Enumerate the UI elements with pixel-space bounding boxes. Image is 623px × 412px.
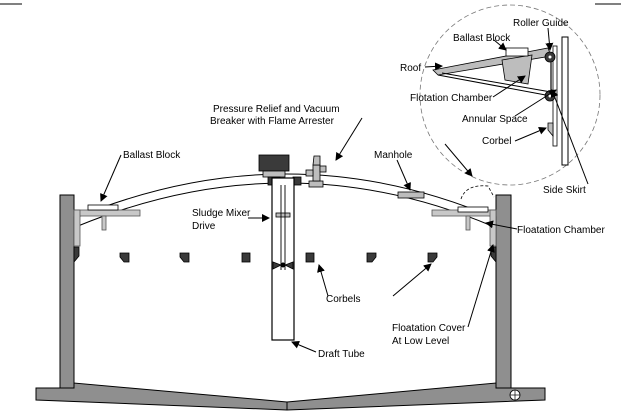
label-roof: Roof bbox=[400, 63, 421, 74]
right-ballast-block bbox=[457, 206, 489, 213]
cover-dome-top bbox=[74, 173, 496, 219]
detail-ballast-block bbox=[505, 47, 529, 57]
valve-vent-cap bbox=[312, 155, 321, 166]
left-flotation-chamber-top bbox=[73, 209, 141, 217]
detail-roller-top-hub bbox=[548, 55, 552, 59]
right-flotation-rib bbox=[465, 215, 471, 231]
tank-floor bbox=[35, 382, 546, 411]
label-ballast-block: Ballast Block bbox=[123, 150, 181, 161]
cover-corbels bbox=[119, 252, 438, 263]
label-flotation-chamber-detail: Flotation Chamber bbox=[410, 93, 493, 104]
manhole bbox=[397, 191, 425, 199]
valve-base bbox=[308, 180, 324, 188]
corbel-6 bbox=[427, 252, 438, 263]
leader-manhole bbox=[396, 159, 411, 191]
label-side-skirt: Side Skirt bbox=[543, 185, 586, 196]
label-ballast-block-detail: Ballast Block bbox=[453, 33, 511, 44]
left-wall-corbel bbox=[73, 246, 80, 264]
leader-ballast-block bbox=[100, 154, 122, 202]
valve-side-outlet bbox=[319, 165, 327, 173]
label-sludge-mixer-1: Sludge Mixer bbox=[192, 208, 251, 219]
label-manhole: Manhole bbox=[374, 150, 413, 161]
valve-body bbox=[312, 164, 321, 182]
mixer-hub bbox=[280, 262, 286, 268]
detail-roof-lower-chord bbox=[437, 74, 552, 97]
leader-draft-tube bbox=[291, 341, 317, 353]
detail-outline bbox=[419, 4, 601, 186]
label-floatation-chamber: Floatation Chamber bbox=[517, 225, 605, 236]
detail-roof-truss bbox=[432, 47, 552, 76]
label-sludge-mixer-2: Drive bbox=[192, 221, 216, 232]
leader-detail-link bbox=[444, 143, 473, 177]
label-floatation-cover-2: At Low Level bbox=[392, 336, 449, 347]
labels: Roller Guide Ballast Block Roof Flotatio… bbox=[123, 18, 605, 360]
leader-annular-space bbox=[514, 89, 557, 117]
leader-side-skirt bbox=[550, 89, 589, 185]
corbel-4 bbox=[305, 252, 315, 263]
leader-roof bbox=[424, 62, 443, 71]
corbel-2 bbox=[179, 252, 190, 263]
leader-corbels-left bbox=[317, 264, 329, 297]
corbel-1 bbox=[119, 252, 130, 263]
tank-structure bbox=[35, 194, 546, 411]
label-draft-tube: Draft Tube bbox=[318, 349, 365, 360]
label-corbels: Corbels bbox=[326, 294, 360, 305]
leader-corbel bbox=[514, 127, 547, 142]
left-wall bbox=[59, 194, 75, 389]
detail-corbel bbox=[547, 122, 554, 138]
draft-tube bbox=[271, 177, 295, 341]
leader-ballast-block-detail bbox=[493, 39, 507, 51]
right-wall bbox=[495, 194, 512, 389]
label-annular-space: Annular Space bbox=[462, 114, 528, 125]
label-floatation-cover-1: Floatation Cover bbox=[392, 323, 466, 334]
detail-flotation-brace bbox=[501, 54, 533, 85]
detail-tank-wall bbox=[561, 36, 569, 166]
mixer-drive-motor bbox=[258, 154, 290, 172]
corbel-5 bbox=[366, 252, 377, 263]
right-flotation-chamber-skirt bbox=[489, 209, 497, 247]
left-flotation-rib bbox=[101, 215, 107, 231]
draft-tube-inner-plate bbox=[275, 212, 291, 218]
mixer-impeller bbox=[272, 261, 294, 270]
label-roller-guide: Roller Guide bbox=[513, 18, 569, 29]
leader-roller-guide bbox=[545, 27, 554, 51]
detail-roof-lower-chord-2 bbox=[441, 72, 552, 93]
leader-floatation-cover bbox=[467, 244, 495, 328]
sludge-mixer bbox=[258, 154, 302, 341]
mixer-drive-base bbox=[262, 170, 286, 178]
left-ballast-block bbox=[87, 204, 119, 211]
leader-floatation-chamber bbox=[485, 220, 518, 230]
corbel-3 bbox=[241, 252, 251, 263]
leader-lines bbox=[100, 27, 589, 353]
pressure-relief-valve bbox=[305, 155, 327, 188]
leader-pressure-relief bbox=[335, 117, 363, 161]
leader-corbels-right bbox=[392, 263, 432, 297]
label-corbel: Corbel bbox=[482, 136, 511, 147]
left-flotation-chamber-skirt bbox=[73, 209, 81, 247]
manhole-open-lid bbox=[460, 185, 495, 200]
label-pressure-relief-1: Pressure Relief and Vacuum bbox=[213, 104, 340, 115]
leader-flotation-chamber-detail bbox=[492, 75, 526, 98]
valve-arrester bbox=[305, 169, 314, 177]
label-pressure-relief-2: Breaker with Flame Arrester bbox=[210, 116, 335, 127]
